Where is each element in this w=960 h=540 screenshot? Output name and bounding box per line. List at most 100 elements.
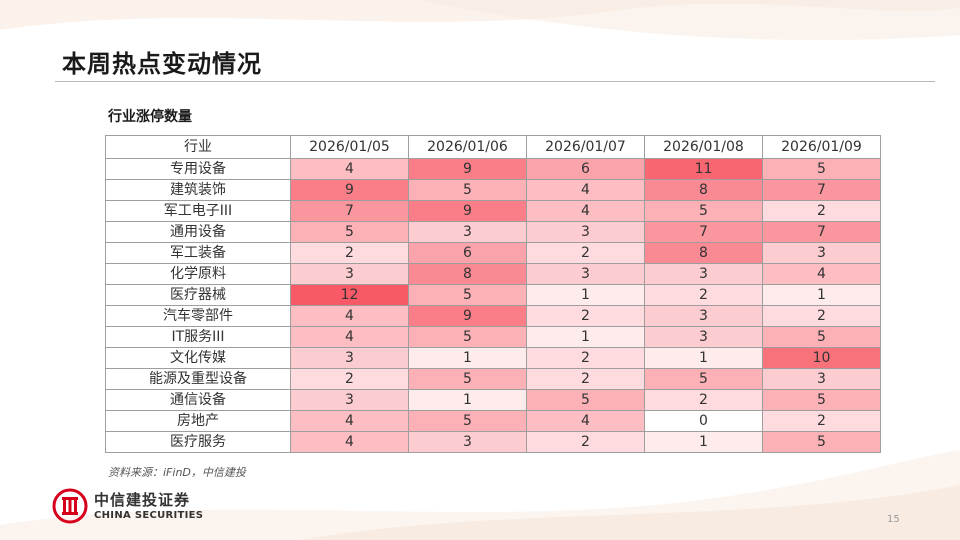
header-date: 2026/01/08 — [644, 135, 763, 159]
count-cell: 5 — [408, 368, 527, 390]
table-subtitle: 行业涨停数量 — [108, 109, 192, 125]
count-cell: 12 — [290, 284, 409, 306]
logo-chinese-name: 中信建投证券 — [94, 490, 191, 509]
table-row: 医疗服务 4 3 2 1 5 — [105, 431, 881, 453]
count-cell: 5 — [644, 200, 763, 222]
table-row: IT服务III 4 5 1 3 5 — [105, 326, 881, 348]
count-cell: 4 — [290, 326, 409, 348]
table-header-row: 行业 2026/01/05 2026/01/06 2026/01/07 2026… — [105, 135, 881, 159]
count-cell: 2 — [290, 242, 409, 264]
count-cell: 5 — [408, 179, 527, 201]
count-cell: 2 — [290, 368, 409, 390]
industry-cell: 汽车零部件 — [105, 305, 291, 327]
count-cell: 3 — [408, 431, 527, 453]
count-cell: 5 — [762, 326, 881, 348]
data-source-note: 资料来源：iFinD，中信建投 — [108, 466, 246, 479]
count-cell: 4 — [762, 263, 881, 285]
industry-cell: 医疗服务 — [105, 431, 291, 453]
count-cell: 8 — [408, 263, 527, 285]
count-cell: 8 — [644, 179, 763, 201]
count-cell: 2 — [526, 368, 645, 390]
industry-cell: 医疗器械 — [105, 284, 291, 306]
table-row: 汽车零部件 4 9 2 3 2 — [105, 305, 881, 327]
count-cell: 2 — [526, 431, 645, 453]
table-row: 医疗器械 12 5 1 2 1 — [105, 284, 881, 306]
count-cell: 5 — [762, 431, 881, 453]
count-cell: 10 — [762, 347, 881, 369]
header-industry: 行业 — [105, 135, 291, 159]
count-cell: 2 — [762, 200, 881, 222]
table-body: 专用设备 4 9 6 11 5 建筑装饰 9 5 4 8 7 军工电子III 7 9 4 5 2 通用设备 5 3 3 7 7… — [105, 158, 881, 453]
count-cell: 5 — [408, 326, 527, 348]
industry-cell: IT服务III — [105, 326, 291, 348]
count-cell: 7 — [644, 221, 763, 243]
count-cell: 4 — [526, 200, 645, 222]
count-cell: 5 — [290, 221, 409, 243]
header-date: 2026/01/06 — [408, 135, 527, 159]
industry-cell: 建筑装饰 — [105, 179, 291, 201]
count-cell: 4 — [526, 179, 645, 201]
citic-logo-icon — [52, 488, 88, 524]
count-cell: 3 — [290, 389, 409, 411]
count-cell: 2 — [526, 347, 645, 369]
count-cell: 5 — [762, 158, 881, 180]
industry-cell: 文化传媒 — [105, 347, 291, 369]
count-cell: 7 — [762, 179, 881, 201]
count-cell: 3 — [526, 263, 645, 285]
count-cell: 3 — [762, 368, 881, 390]
count-cell: 5 — [644, 368, 763, 390]
count-cell: 4 — [526, 410, 645, 432]
count-cell: 5 — [526, 389, 645, 411]
count-cell: 2 — [762, 305, 881, 327]
header-date: 2026/01/07 — [526, 135, 645, 159]
industry-cell: 能源及重型设备 — [105, 368, 291, 390]
count-cell: 3 — [290, 263, 409, 285]
count-cell: 3 — [408, 221, 527, 243]
count-cell: 4 — [290, 431, 409, 453]
count-cell: 9 — [408, 200, 527, 222]
count-cell: 1 — [526, 326, 645, 348]
count-cell: 3 — [762, 242, 881, 264]
count-cell: 1 — [644, 347, 763, 369]
count-cell: 1 — [644, 431, 763, 453]
count-cell: 9 — [408, 305, 527, 327]
table-row: 军工装备 2 6 2 8 3 — [105, 242, 881, 264]
table-row: 建筑装饰 9 5 4 8 7 — [105, 179, 881, 201]
count-cell: 2 — [644, 389, 763, 411]
table-row: 通用设备 5 3 3 7 7 — [105, 221, 881, 243]
count-cell: 3 — [644, 326, 763, 348]
table-row: 通信设备 3 1 5 2 5 — [105, 389, 881, 411]
table-row: 专用设备 4 9 6 11 5 — [105, 158, 881, 180]
count-cell: 2 — [526, 242, 645, 264]
count-cell: 5 — [408, 410, 527, 432]
industry-cell: 化学原料 — [105, 263, 291, 285]
count-cell: 9 — [290, 179, 409, 201]
limit-up-count-table: 行业 2026/01/05 2026/01/06 2026/01/07 2026… — [105, 135, 881, 453]
count-cell: 8 — [644, 242, 763, 264]
count-cell: 2 — [526, 305, 645, 327]
count-cell: 1 — [526, 284, 645, 306]
company-logo: 中信建投证券 CHINA SECURITIES — [52, 488, 203, 524]
page-title: 本周热点变动情况 — [62, 50, 262, 78]
count-cell: 1 — [762, 284, 881, 306]
header-date: 2026/01/05 — [290, 135, 409, 159]
count-cell: 7 — [290, 200, 409, 222]
industry-cell: 专用设备 — [105, 158, 291, 180]
count-cell: 5 — [762, 389, 881, 411]
count-cell: 3 — [644, 305, 763, 327]
industry-cell: 军工电子III — [105, 200, 291, 222]
logo-english-name: CHINA SECURITIES — [94, 509, 204, 521]
table-row: 能源及重型设备 2 5 2 5 3 — [105, 368, 881, 390]
count-cell: 3 — [290, 347, 409, 369]
count-cell: 2 — [644, 284, 763, 306]
count-cell: 0 — [644, 410, 763, 432]
page-number: 15 — [887, 514, 900, 525]
count-cell: 6 — [408, 242, 527, 264]
count-cell: 1 — [408, 347, 527, 369]
count-cell: 6 — [526, 158, 645, 180]
count-cell: 4 — [290, 410, 409, 432]
table-row: 房地产 4 5 4 0 2 — [105, 410, 881, 432]
industry-cell: 通用设备 — [105, 221, 291, 243]
count-cell: 4 — [290, 305, 409, 327]
count-cell: 7 — [762, 221, 881, 243]
